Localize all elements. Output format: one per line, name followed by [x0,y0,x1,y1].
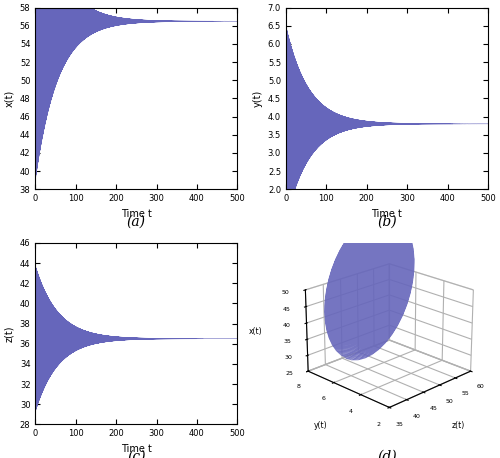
X-axis label: Time t: Time t [121,444,152,454]
X-axis label: Time t: Time t [121,208,152,218]
Y-axis label: z(t): z(t) [4,326,14,342]
Text: (b): (b) [377,214,396,229]
Y-axis label: x(t): x(t) [4,90,14,107]
Text: (d): (d) [377,450,396,458]
X-axis label: z(t): z(t) [452,421,466,430]
Y-axis label: y(t): y(t) [252,90,262,107]
X-axis label: Time t: Time t [372,208,402,218]
Y-axis label: y(t): y(t) [314,421,327,430]
Text: (c): (c) [127,450,146,458]
Text: (a): (a) [127,214,146,229]
